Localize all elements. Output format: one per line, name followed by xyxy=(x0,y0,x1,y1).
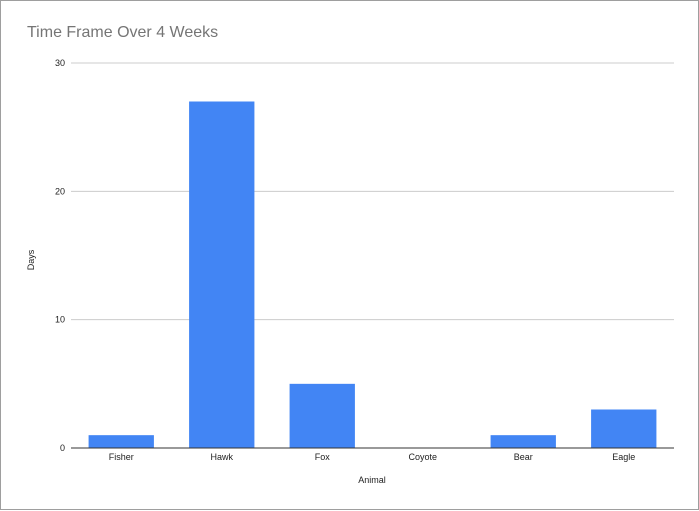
y-tick-label: 20 xyxy=(55,186,65,196)
x-tick-label-fisher: Fisher xyxy=(109,452,134,462)
x-axis-ticks: Fisher Hawk Fox Coyote Bear Eagle xyxy=(109,452,636,462)
y-tick-label: 10 xyxy=(55,315,65,325)
y-tick-label: 30 xyxy=(55,58,65,68)
x-tick-label-eagle: Eagle xyxy=(612,452,635,462)
y-tick-label: 0 xyxy=(60,443,65,453)
x-tick-label-bear: Bear xyxy=(514,452,533,462)
x-axis-label: Animal xyxy=(358,475,386,485)
bar-hawk xyxy=(189,101,255,448)
y-axis-label: Days xyxy=(26,249,36,270)
x-tick-label-hawk: Hawk xyxy=(210,452,233,462)
bar-eagle xyxy=(591,409,657,448)
bar-fox xyxy=(289,383,355,448)
chart-title: Time Frame Over 4 Weeks xyxy=(27,24,219,41)
x-tick-label-fox: Fox xyxy=(315,452,331,462)
bar-bear xyxy=(490,435,556,448)
bar-fisher xyxy=(88,435,154,448)
gridlines xyxy=(71,62,674,321)
x-tick-label-coyote: Coyote xyxy=(408,452,437,462)
y-axis-ticks: 0 10 20 30 xyxy=(55,58,65,453)
bars xyxy=(88,101,657,448)
